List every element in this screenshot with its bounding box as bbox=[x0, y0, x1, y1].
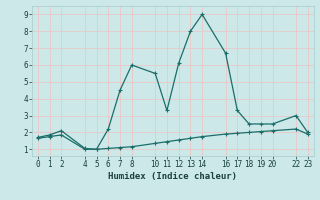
X-axis label: Humidex (Indice chaleur): Humidex (Indice chaleur) bbox=[108, 172, 237, 181]
